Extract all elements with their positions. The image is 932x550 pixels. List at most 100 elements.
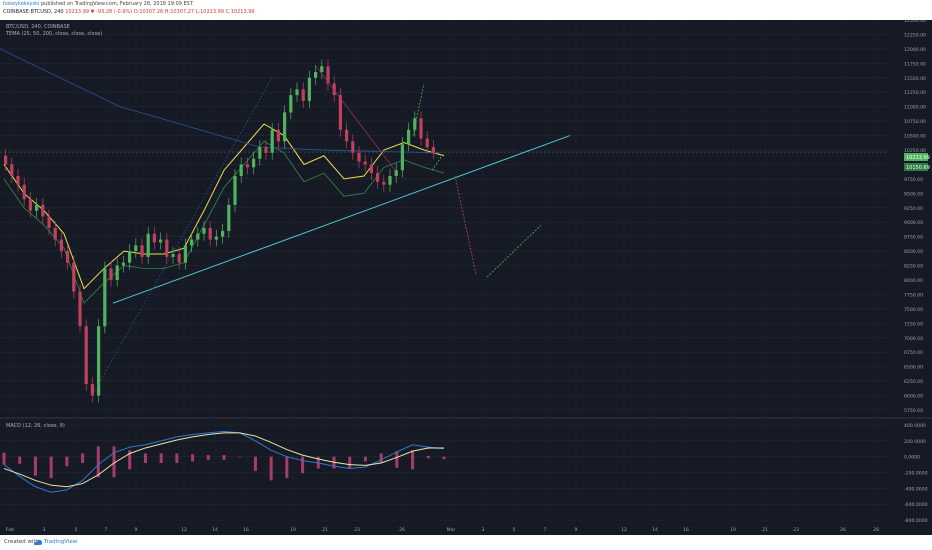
time-axis-label: Mar <box>447 527 456 533</box>
macd-axis-label: -200.0000 <box>904 471 928 477</box>
created-with-label: Created with <box>4 539 40 545</box>
macd-histogram-bar <box>65 456 69 467</box>
price-axis-label: 8750.00 <box>904 235 923 241</box>
macd-axis-label: 200.0000 <box>904 439 926 445</box>
candle-up <box>307 77 311 101</box>
price-axis-label: 12250.00 <box>904 32 926 38</box>
price-axis-label: 5750.00 <box>904 408 923 414</box>
bull-arrow <box>486 224 542 278</box>
macd-pane <box>2 430 446 493</box>
macd-axis-label: 400.0000 <box>904 423 926 429</box>
price-axis-label: 9500.00 <box>904 191 923 197</box>
last-price-badge: 10213.99 <box>906 155 930 161</box>
signal-line <box>3 432 444 488</box>
price-candles <box>4 59 435 403</box>
candle-down <box>90 384 94 396</box>
price-axis-label: 6000.00 <box>904 394 923 400</box>
candle-down <box>245 164 249 168</box>
macd-line <box>3 430 445 493</box>
candle-up <box>171 254 175 257</box>
time-axis-label: 16 <box>243 527 249 533</box>
candle-down <box>152 233 156 243</box>
candle-down <box>165 239 169 257</box>
candle-up <box>320 66 324 72</box>
candle-up <box>214 236 218 240</box>
candle-down <box>78 291 82 327</box>
price-axis-label: 9250.00 <box>904 206 923 212</box>
price-axis-label: 7250.00 <box>904 321 923 327</box>
indicator-legend: TEMA (25, 50, 200, close, close, close) <box>5 31 102 37</box>
tradingview-logo-icon <box>34 539 42 545</box>
candle-down <box>431 147 435 153</box>
candle-down <box>382 181 386 185</box>
candle-up <box>134 245 138 252</box>
tradingview-brand-link[interactable]: TradingView <box>44 539 78 545</box>
price-axis-label: 6500.00 <box>904 365 923 371</box>
candle-down <box>177 254 181 263</box>
macd-histogram-bar <box>96 446 100 478</box>
macd-histogram-bar <box>191 454 195 462</box>
macd-histogram-bar <box>363 456 367 462</box>
price-axis-label: 6250.00 <box>904 379 923 385</box>
macd-axis-label: -600.0000 <box>904 502 928 508</box>
bull-arrow-near <box>431 152 445 171</box>
price-axis-label: 6750.00 <box>904 350 923 356</box>
macd-histogram-bar <box>206 455 210 460</box>
ma-price-badge-bg <box>904 163 928 171</box>
tema-mid-line <box>3 140 445 304</box>
downtrend-line <box>315 66 396 171</box>
candle-up <box>413 118 417 130</box>
time-axis-label: 26 <box>840 527 846 533</box>
last-price-badge-bg <box>904 153 928 161</box>
macd-histogram-bar <box>159 453 163 463</box>
candle-up <box>146 233 150 257</box>
macd-histogram-bar <box>238 456 242 458</box>
chart-canvas[interactable]: 12500.00 12250.00 12000.00 11750.00 11500.00… <box>0 20 932 535</box>
publication-info: published on TradingView.com, February 2… <box>39 1 193 7</box>
candle-up <box>239 164 243 176</box>
candle-up <box>115 265 119 280</box>
time-axis-label: 21 <box>762 527 768 533</box>
candle-down <box>208 228 212 240</box>
candle-up <box>258 147 262 159</box>
time-axis-label: 12 <box>181 527 187 533</box>
macd-histogram-bar <box>269 456 273 481</box>
price-axis-label: 8250.00 <box>904 264 923 270</box>
macd-histogram-bar <box>442 456 446 460</box>
macd-histogram-bar <box>285 456 289 479</box>
time-axis-label: 23 <box>354 527 360 533</box>
candle-down <box>47 216 51 228</box>
chart-area[interactable]: 12500.00 12250.00 12000.00 11750.00 11500.00… <box>0 20 932 535</box>
candle-up <box>295 89 299 96</box>
candle-up <box>252 158 256 168</box>
price-axis-label: 11500.00 <box>904 76 926 82</box>
macd-histogram-bar <box>175 453 179 463</box>
time-axis-label: 19 <box>290 527 296 533</box>
candle-down <box>72 262 76 292</box>
ma-price-badge: 10150.69 <box>906 165 930 171</box>
author-link[interactable]: hokeykokeyski <box>3 1 40 7</box>
time-axis-label: 28 <box>873 527 879 533</box>
candle-down <box>66 251 70 263</box>
macd-histogram-bar <box>395 451 399 468</box>
macd-histogram-bar <box>301 456 305 474</box>
price-axis-label: 10250.00 <box>904 148 926 154</box>
time-axis-label: 26 <box>399 527 405 533</box>
price-axis-label: 7750.00 <box>904 292 923 298</box>
price-axis-label: 7000.00 <box>904 336 923 342</box>
time-axis-label: 14 <box>652 527 658 533</box>
macd-histogram-bar <box>128 450 132 470</box>
candle-down <box>84 326 88 384</box>
price-axis-label: 9750.00 <box>904 177 923 183</box>
price-axis-label: 12500.00 <box>904 20 926 24</box>
candle-up <box>394 170 398 176</box>
time-axis-label: 7 <box>105 527 108 533</box>
candle-down <box>425 138 429 148</box>
publication-line: hokeykokeyski published on TradingView.c… <box>3 1 193 7</box>
symbol-label: COINBASE:BTCUSD, 240 <box>3 9 64 15</box>
candle-up <box>407 129 411 145</box>
macd-legend: MACD (12, 26, close, 9) <box>6 423 65 429</box>
candle-down <box>109 268 113 280</box>
support-trendline <box>112 135 571 304</box>
candle-down <box>16 176 20 185</box>
